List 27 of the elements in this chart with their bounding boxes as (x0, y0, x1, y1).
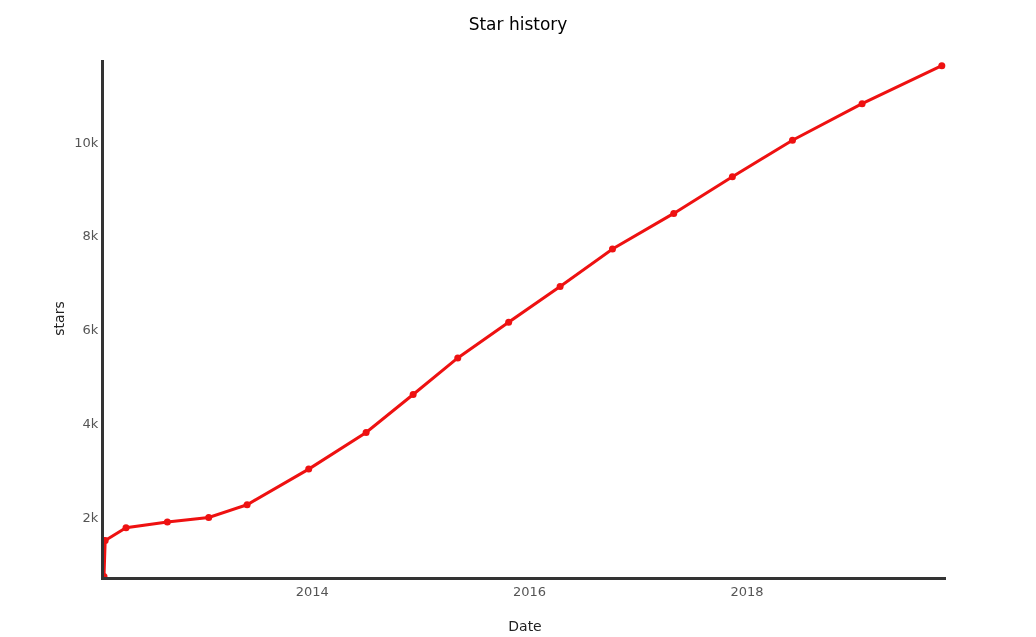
point (788, 136, 796, 144)
point (505, 318, 513, 326)
point (122, 524, 130, 532)
point (608, 245, 616, 253)
point (670, 209, 678, 217)
point (858, 100, 866, 108)
x-tick-label: 2018 (730, 583, 764, 599)
x-tick-label: 2016 (512, 583, 547, 599)
y-tick-label: 8k (82, 228, 99, 244)
point (243, 501, 251, 509)
y-tick-label: 2k (82, 509, 99, 525)
point (362, 429, 370, 436)
point (409, 391, 417, 398)
point (454, 354, 462, 362)
point (728, 173, 736, 181)
y-tick-label: 4k (82, 416, 99, 432)
point (556, 283, 564, 291)
point (205, 513, 213, 521)
y-tick-label: 10k (74, 134, 99, 150)
y-tick-label: 6k (82, 322, 99, 338)
point (163, 518, 171, 526)
chart-title: Star history (468, 14, 568, 34)
y-axis-title: stars (51, 301, 67, 336)
x-axis-title: Date (508, 618, 542, 634)
x-tick-label: 2014 (295, 583, 329, 599)
point (938, 62, 946, 70)
point (305, 465, 313, 473)
